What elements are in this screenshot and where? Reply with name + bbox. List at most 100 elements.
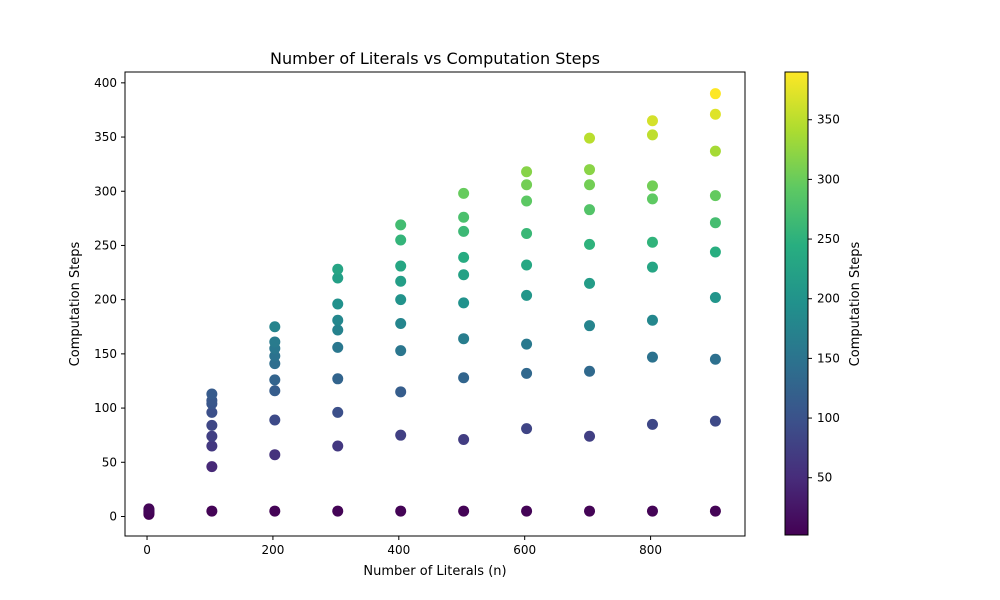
data-point: [521, 259, 533, 271]
data-point: [269, 385, 281, 397]
points-layer: [143, 88, 721, 520]
colorbar-label: Computation Steps: [848, 241, 863, 366]
data-point: [332, 314, 344, 326]
colorbar-ticks: 50 100 150 200 250 300 350: [808, 113, 840, 485]
data-point: [646, 261, 658, 273]
x-tick-label: 400: [387, 543, 410, 557]
data-point: [269, 358, 281, 370]
data-point: [709, 291, 721, 303]
data-point: [709, 108, 721, 120]
data-point: [395, 260, 407, 272]
data-point: [709, 190, 721, 202]
data-point: [458, 434, 470, 446]
data-point: [584, 204, 596, 216]
data-point: [709, 353, 721, 365]
data-point: [332, 341, 344, 353]
y-tick-label: 0: [109, 509, 117, 523]
data-point: [646, 505, 658, 517]
y-tick-label: 50: [102, 455, 117, 469]
y-tick-label: 300: [94, 184, 117, 198]
data-point: [332, 440, 344, 452]
data-point: [584, 505, 596, 517]
data-point: [646, 418, 658, 430]
data-point: [646, 351, 658, 363]
data-point: [584, 164, 596, 176]
data-point: [395, 219, 407, 231]
colorbar-tick-label: 350: [817, 113, 840, 127]
data-point: [206, 406, 218, 418]
data-point: [269, 350, 281, 362]
colorbar-tick-label: 50: [817, 471, 832, 485]
data-point: [269, 374, 281, 386]
data-point: [646, 314, 658, 326]
data-point: [521, 195, 533, 207]
colorbar: 50 100 150 200 250 300 350 Computation Steps: [784, 71, 863, 536]
data-point: [458, 505, 470, 517]
data-point: [332, 272, 344, 284]
data-point: [646, 193, 658, 205]
data-point: [206, 419, 218, 431]
y-tick-label: 100: [94, 401, 117, 415]
data-point: [521, 423, 533, 435]
data-point: [206, 505, 218, 517]
colorbar-tick-label: 150: [817, 351, 840, 365]
colorbar-gradient: [784, 71, 809, 536]
x-tick-label: 600: [513, 543, 536, 557]
data-point: [395, 505, 407, 517]
data-point: [584, 179, 596, 191]
plot-frame: [124, 71, 746, 537]
data-point: [395, 294, 407, 306]
data-point: [395, 275, 407, 287]
data-point: [206, 440, 218, 452]
colorbar-tick-label: 100: [817, 411, 840, 425]
data-point: [458, 225, 470, 237]
y-axis-ticks: 0 50 100 150 200 250 300 350 400: [94, 76, 125, 523]
colorbar-tick-label: 200: [817, 292, 840, 306]
data-point: [521, 367, 533, 379]
data-point: [395, 386, 407, 398]
chart-title: Number of Literals vs Computation Steps: [270, 49, 600, 68]
data-point: [521, 228, 533, 240]
data-point: [521, 166, 533, 178]
data-point: [521, 179, 533, 191]
y-tick-label: 400: [94, 76, 117, 90]
y-tick-label: 350: [94, 130, 117, 144]
data-point: [458, 211, 470, 223]
data-point: [206, 388, 218, 400]
data-point: [709, 246, 721, 258]
x-axis-ticks: 0 200 400 600 800: [143, 536, 662, 557]
data-point: [332, 263, 344, 275]
x-tick-label: 0: [143, 543, 151, 557]
data-point: [458, 251, 470, 263]
data-point: [521, 505, 533, 517]
data-point: [332, 324, 344, 336]
data-point: [709, 88, 721, 100]
data-point: [269, 414, 281, 426]
colorbar-tick-label: 300: [817, 172, 840, 186]
data-point: [521, 289, 533, 301]
data-point: [584, 430, 596, 442]
data-point: [646, 180, 658, 192]
data-point: [521, 338, 533, 350]
data-point: [646, 129, 658, 141]
x-tick-label: 200: [261, 543, 284, 557]
data-point: [332, 406, 344, 418]
data-point: [206, 461, 218, 473]
y-axis-label: Computation Steps: [68, 241, 83, 366]
data-point: [269, 336, 281, 348]
y-tick-label: 250: [94, 238, 117, 252]
colorbar-tick-label: 250: [817, 232, 840, 246]
data-point: [709, 217, 721, 229]
x-tick-label: 800: [639, 543, 662, 557]
data-point: [709, 505, 721, 517]
data-point: [395, 234, 407, 246]
data-point: [269, 449, 281, 461]
data-point: [458, 297, 470, 309]
data-point: [395, 429, 407, 441]
data-point: [332, 505, 344, 517]
data-point: [332, 298, 344, 310]
data-point: [395, 318, 407, 330]
data-point: [584, 132, 596, 144]
data-point: [458, 187, 470, 199]
